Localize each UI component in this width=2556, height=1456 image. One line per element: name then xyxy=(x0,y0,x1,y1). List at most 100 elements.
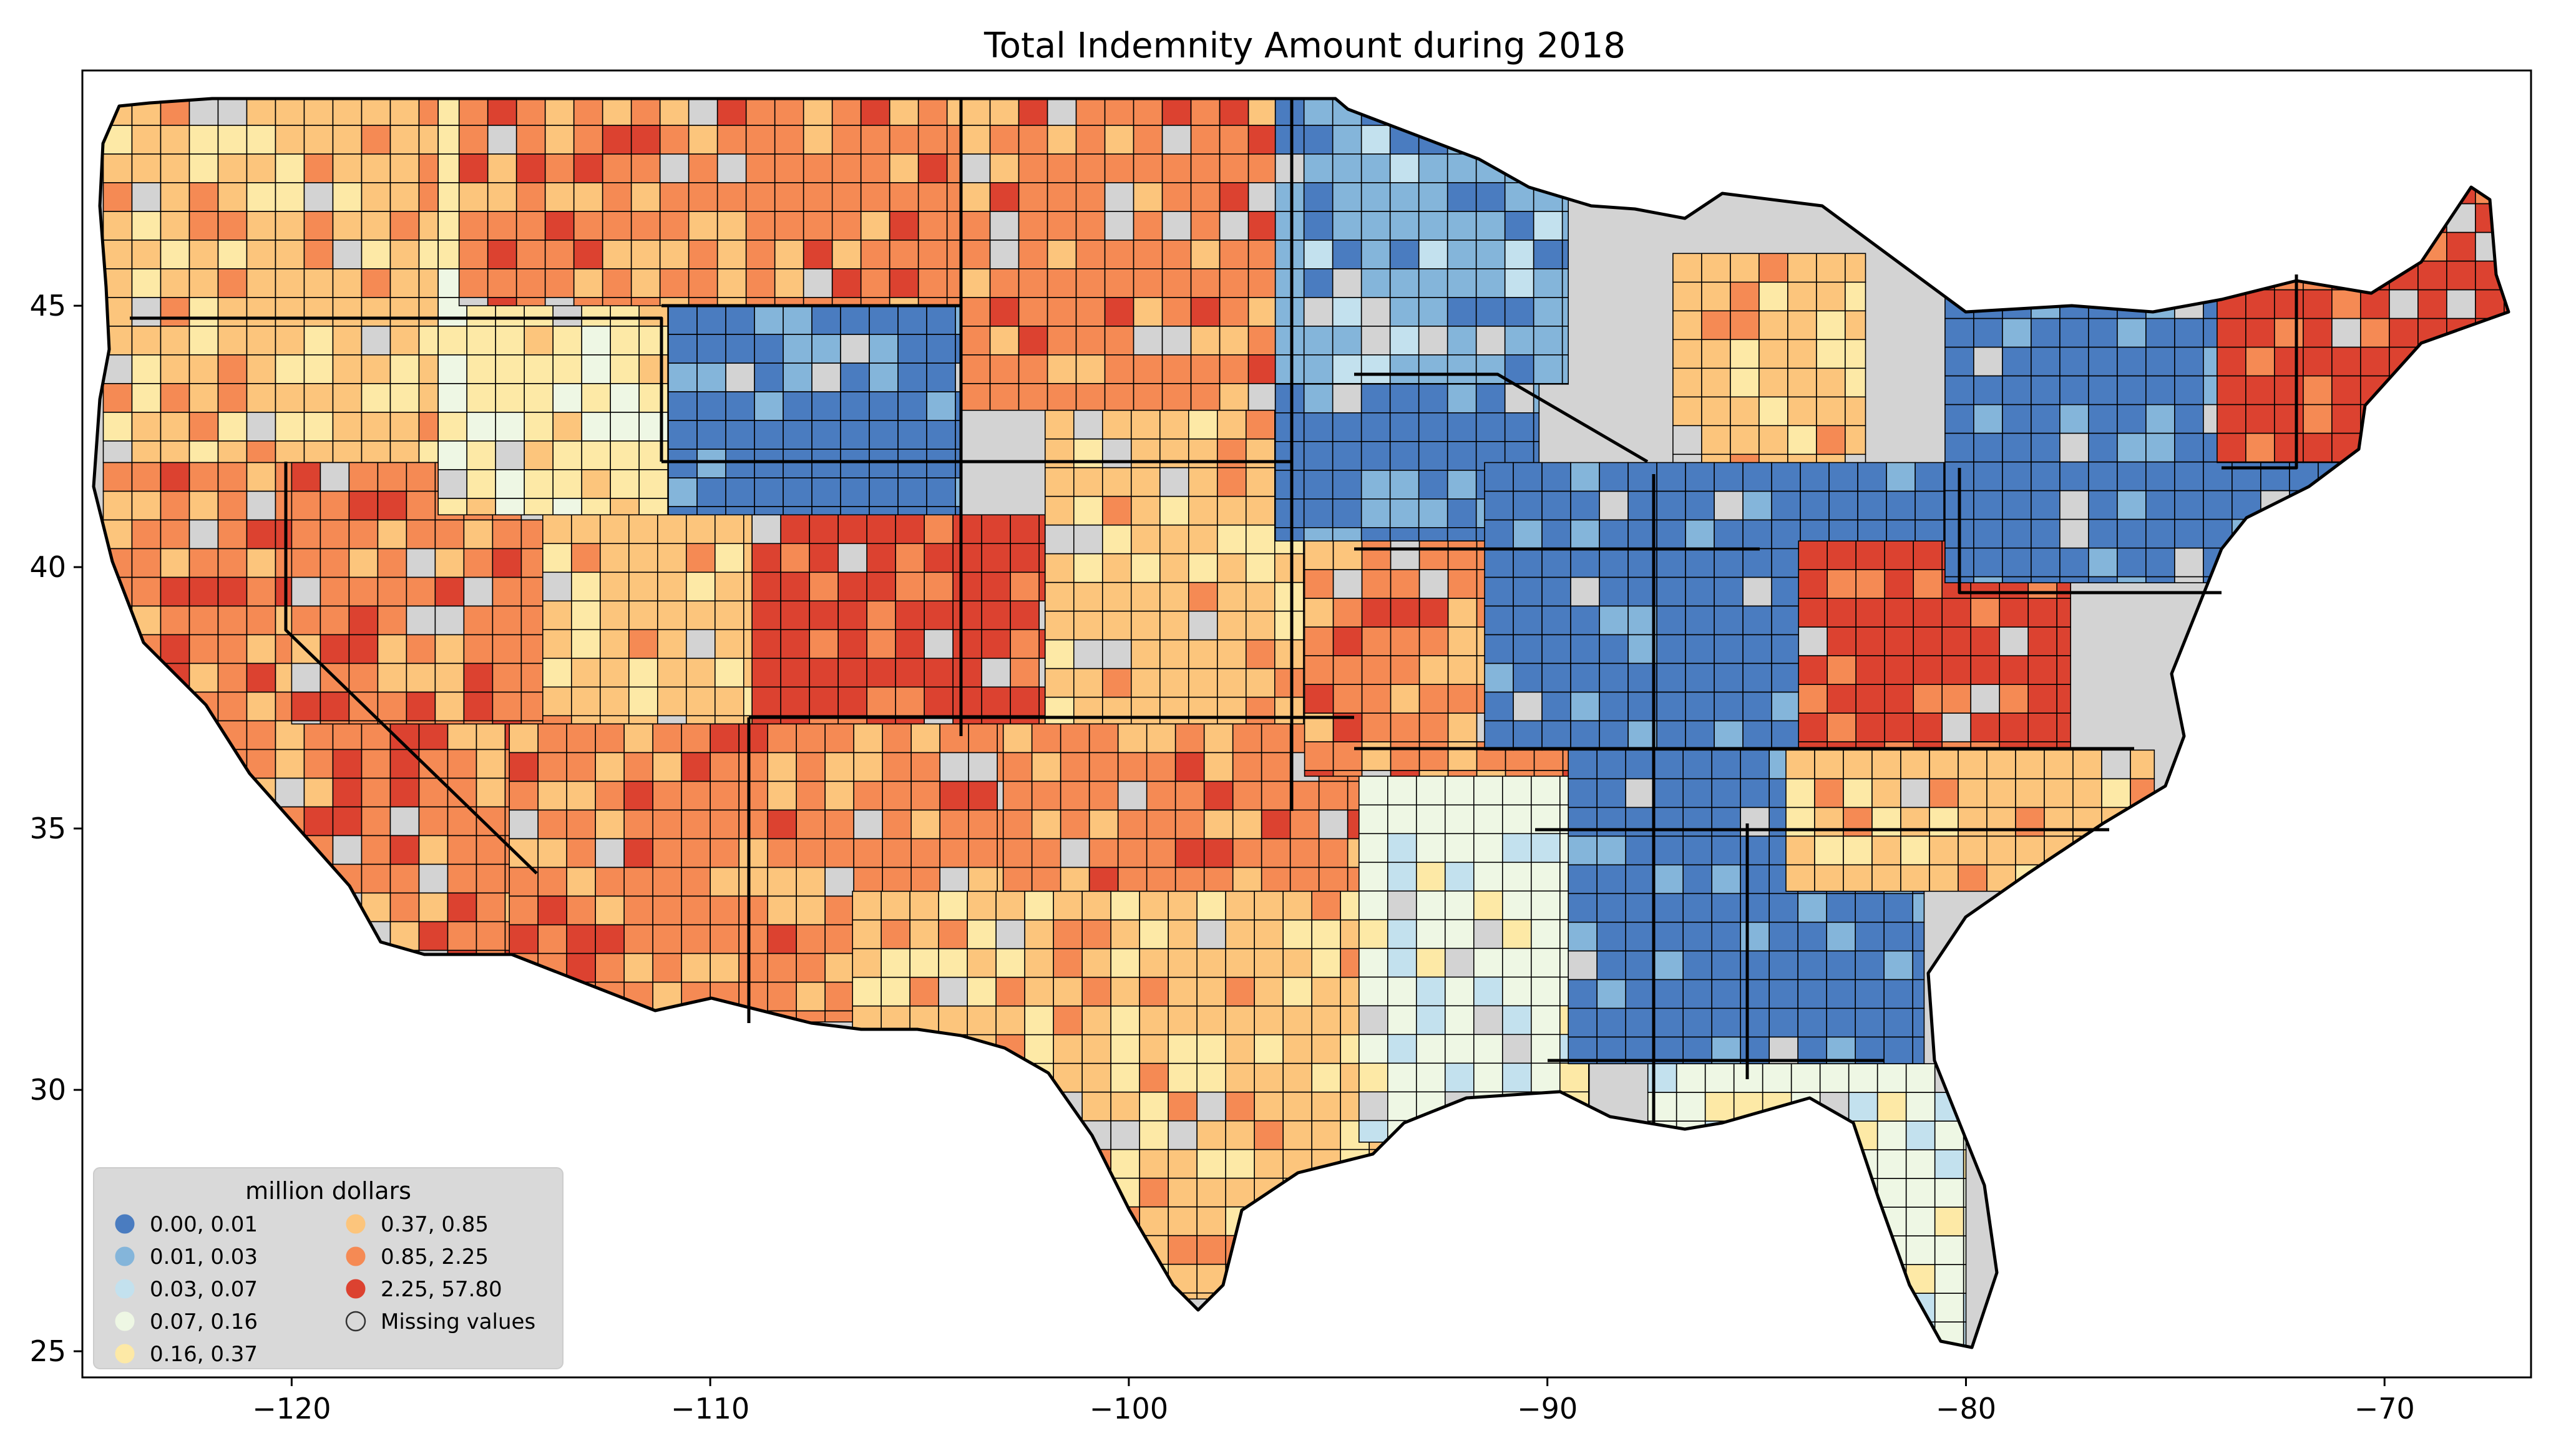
county-cell xyxy=(1390,741,1420,771)
county-cell xyxy=(1913,598,1943,628)
county-cell xyxy=(1771,720,1801,750)
county-cell xyxy=(1685,720,1715,750)
county-cell xyxy=(1075,383,1106,411)
county-cell xyxy=(1318,780,1349,811)
county-cell xyxy=(1701,310,1731,341)
county-cell xyxy=(1884,684,1914,714)
county-cell xyxy=(509,752,539,782)
county-cell xyxy=(1714,605,1744,636)
county-cell xyxy=(332,268,363,298)
county-cell xyxy=(1484,462,1514,492)
county-cell xyxy=(1785,864,1815,892)
county-cell xyxy=(487,153,517,183)
county-cell xyxy=(1139,1091,1169,1122)
county-cell xyxy=(1570,720,1600,750)
county-cell xyxy=(476,777,506,808)
county-cell xyxy=(2002,404,2032,434)
county-cell xyxy=(1161,354,1192,384)
county-cell xyxy=(275,440,305,463)
county-cell xyxy=(2145,346,2175,377)
county-cell xyxy=(1685,634,1715,664)
county-cell xyxy=(1088,866,1119,892)
county-cell xyxy=(1360,297,1391,327)
county-cell xyxy=(1361,655,1392,685)
county-cell xyxy=(716,268,747,298)
county-cell xyxy=(882,809,912,840)
county-cell xyxy=(751,514,781,545)
county-cell xyxy=(2203,490,2233,520)
county-cell xyxy=(320,720,350,725)
county-cell xyxy=(802,99,833,126)
county-cell xyxy=(1390,655,1420,685)
county-cell xyxy=(1504,211,1534,241)
county-cell xyxy=(860,99,890,126)
county-cell xyxy=(1161,153,1192,183)
county-cell xyxy=(1110,1120,1140,1150)
county-cell xyxy=(831,268,862,298)
county-cell xyxy=(952,600,982,631)
county-cell xyxy=(2145,518,2175,549)
county-cell xyxy=(831,240,862,269)
county-cell xyxy=(1247,182,1276,212)
county-cell xyxy=(1247,297,1276,327)
county-cell xyxy=(696,477,726,507)
county-cell xyxy=(463,576,494,607)
county-cell xyxy=(1075,297,1106,327)
county-cell xyxy=(1081,1091,1111,1122)
county-cell xyxy=(1075,211,1106,241)
county-cell xyxy=(926,449,956,478)
county-cell xyxy=(1785,807,1815,837)
county-cell xyxy=(217,182,248,212)
county-cell xyxy=(1771,462,1801,492)
county-cell xyxy=(1627,519,1657,550)
county-cell xyxy=(1797,893,1827,923)
county-cell xyxy=(515,211,546,241)
county-cell xyxy=(595,895,625,926)
county-cell xyxy=(524,383,554,413)
county-cell xyxy=(628,658,658,688)
county-cell xyxy=(377,519,407,550)
county-cell xyxy=(1656,605,1686,636)
county-cell xyxy=(2059,346,2089,377)
county-cell xyxy=(917,125,948,155)
county-cell xyxy=(492,519,522,550)
county-cell xyxy=(599,686,630,717)
county-cell xyxy=(389,863,420,894)
county-cell xyxy=(1168,1062,1198,1093)
county-cell xyxy=(389,211,420,241)
county-cell xyxy=(2088,375,2118,405)
county-cell xyxy=(495,383,525,413)
county-cell xyxy=(910,723,940,754)
county-cell xyxy=(659,211,690,241)
county-cell xyxy=(458,240,489,269)
county-cell xyxy=(1282,1005,1312,1036)
county-cell xyxy=(1701,396,1731,427)
county-cell xyxy=(1219,268,1249,298)
county-cell xyxy=(754,477,784,507)
county-cell xyxy=(628,543,658,573)
county-cell xyxy=(1358,861,1388,892)
county-cell xyxy=(2002,490,2032,520)
county-cell xyxy=(389,412,420,442)
county-cell xyxy=(566,924,597,954)
county-cell xyxy=(332,99,363,126)
county-cell xyxy=(406,490,436,521)
county-cell xyxy=(995,1005,1025,1036)
county-cell xyxy=(1714,634,1744,664)
region-6 xyxy=(542,514,753,725)
county-cell xyxy=(738,752,768,782)
county-cell xyxy=(960,383,991,411)
county-cell xyxy=(725,334,755,364)
county-cell xyxy=(1274,297,1305,327)
county-cell xyxy=(1133,125,1163,155)
county-cell xyxy=(361,777,391,808)
county-cell xyxy=(458,153,489,183)
county-cell xyxy=(715,543,744,573)
county-cell xyxy=(659,99,690,126)
county-cell xyxy=(291,576,321,607)
county-cell xyxy=(1332,684,1363,714)
county-cell xyxy=(696,506,726,516)
county-cell xyxy=(602,297,632,306)
county-cell xyxy=(2059,576,2089,583)
county-cell xyxy=(246,440,276,463)
